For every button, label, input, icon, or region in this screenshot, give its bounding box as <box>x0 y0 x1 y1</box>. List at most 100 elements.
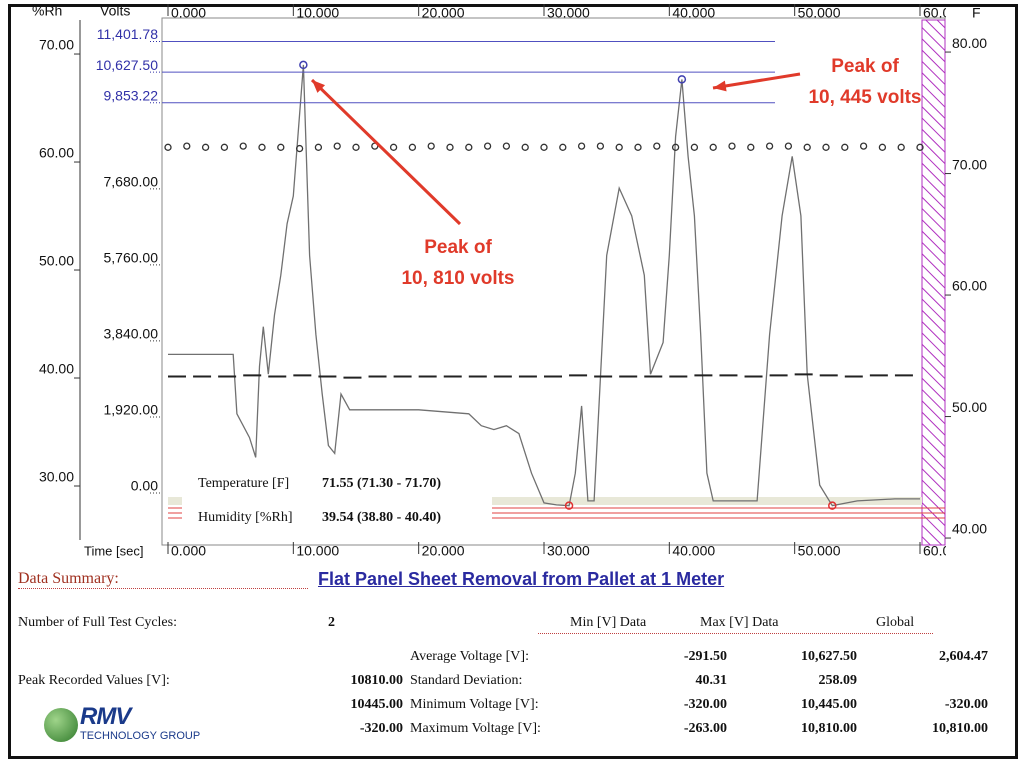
row-value: 10,810.00 <box>801 721 857 736</box>
temperature-point <box>671 143 680 151</box>
row-value: 10,627.50 <box>801 649 857 664</box>
x-tick-label: 10.000 <box>296 543 339 559</box>
x-tick-label: 50.000 <box>798 543 841 559</box>
peak-value: 10810.00 <box>350 673 404 688</box>
y-tick-label: 3,840.00 <box>104 326 159 342</box>
logo-text: TECHNOLOGY GROUP <box>80 730 201 742</box>
temperature-point <box>295 144 304 153</box>
temperature-point <box>728 142 736 150</box>
annotation: 10, 445 volts <box>808 87 921 108</box>
temperature-point <box>916 143 924 151</box>
temperature-point <box>427 142 435 150</box>
hatch-region <box>921 19 946 546</box>
y-tick-label: 7,680.00 <box>104 174 159 190</box>
y-tick-label: 11,401.78 <box>97 26 158 42</box>
row-value: -291.50 <box>683 649 727 664</box>
legend-label: Temperature [F] <box>198 476 289 491</box>
annotation-arrow <box>712 72 801 90</box>
row-value: 10,810.00 <box>932 721 988 736</box>
peak-marker <box>299 60 308 70</box>
temperature-point <box>878 143 887 151</box>
temperature-point <box>577 142 586 150</box>
row-value: 40.31 <box>695 673 728 688</box>
temperature-point <box>765 142 774 150</box>
temperature-point <box>859 142 868 150</box>
arrow-head <box>312 80 326 93</box>
peak-value: -320.00 <box>359 721 403 736</box>
cycles-value: 2 <box>328 615 335 630</box>
y-tick-label: 5,760.00 <box>104 250 159 266</box>
temperature-point <box>483 142 492 150</box>
column-header: Global <box>876 615 915 630</box>
temperature-point <box>201 143 210 151</box>
x-tick-label: 0.000 <box>171 543 206 559</box>
x-tick-label: 0.000 <box>171 5 206 21</box>
y-tick-label: 0.00 <box>131 478 158 494</box>
column-header: Max [V] Data <box>700 615 779 630</box>
y3-axis-title: F <box>972 5 981 21</box>
y2-tick-label: 40.00 <box>39 361 74 377</box>
temperature-point <box>408 143 417 151</box>
peak-value: 10445.00 <box>350 697 404 712</box>
temperature-point <box>897 143 905 151</box>
temperature-point <box>258 143 266 151</box>
temperature-point <box>690 143 699 151</box>
y3-tick-label: 80.00 <box>952 35 987 51</box>
temperature-point <box>747 143 755 151</box>
y3-tick-label: 60.00 <box>952 278 987 294</box>
temperature-point <box>841 143 849 151</box>
temperature-point <box>784 142 793 150</box>
temperature-point <box>314 143 323 151</box>
arrow-head <box>713 80 727 92</box>
x-tick-label: 10.000 <box>296 5 339 21</box>
temperature-point <box>596 142 605 150</box>
x-tick-label: 20.000 <box>422 5 465 21</box>
row-label: Average Voltage [V]: <box>410 649 529 664</box>
x-tick-label: 40.000 <box>672 543 715 559</box>
y3-tick-label: 40.00 <box>952 521 987 537</box>
annotation: Peak of <box>831 56 899 77</box>
plot: 0.000 0.000 10.000 10.000 20.000 20.000 30.000… <box>164 4 946 559</box>
x-axis-title: Time [sec] <box>84 543 143 558</box>
x-tick-label: 40.000 <box>672 5 715 21</box>
annotation: 10, 810 volts <box>401 268 514 289</box>
temperature-point <box>239 142 247 150</box>
temperature-point <box>164 143 172 151</box>
column-header: Min [V] Data <box>570 615 647 630</box>
temperature-point <box>502 142 511 150</box>
cycles-label: Number of Full Test Cycles: <box>18 615 177 630</box>
row-label: Standard Deviation: <box>410 673 523 688</box>
x-tick-label: 50.000 <box>798 5 841 21</box>
x-tick-label: 30.000 <box>547 543 590 559</box>
y3-tick-label: 70.00 <box>952 156 987 172</box>
x-tick-label: 30.000 <box>547 5 590 21</box>
temperature-point <box>803 143 811 151</box>
temperature-point <box>277 143 285 151</box>
y2-tick-label: 50.00 <box>39 253 74 269</box>
temperature-point <box>220 143 229 151</box>
temperature-point <box>389 143 398 151</box>
row-value: -320.00 <box>944 697 988 712</box>
legend-label: Humidity [%Rh] <box>198 510 293 525</box>
row-value: 10,445.00 <box>801 697 857 712</box>
row-value: 258.09 <box>818 673 858 688</box>
y2-tick-label: 30.00 <box>39 469 74 485</box>
row-value: 2,604.47 <box>939 649 988 664</box>
temperature-point <box>446 143 454 151</box>
data-line <box>168 64 920 507</box>
temperature-point <box>559 143 567 151</box>
y2-tick-label: 60.00 <box>39 145 74 161</box>
temperature-point <box>352 143 360 151</box>
temperature-point <box>615 143 623 151</box>
y-tick-label: 1,920.00 <box>104 402 159 418</box>
y-axis-title: Volts <box>100 3 130 19</box>
peak-label: Peak Recorded Values [V]: <box>18 673 170 688</box>
temperature-point <box>822 143 830 151</box>
y3-tick-label: 50.00 <box>952 399 987 415</box>
temperature-point <box>709 143 717 151</box>
temperature-point <box>521 143 529 151</box>
temperature-point <box>465 143 473 151</box>
legend-box <box>182 468 492 528</box>
y2-axis-title: %Rh <box>32 3 62 19</box>
